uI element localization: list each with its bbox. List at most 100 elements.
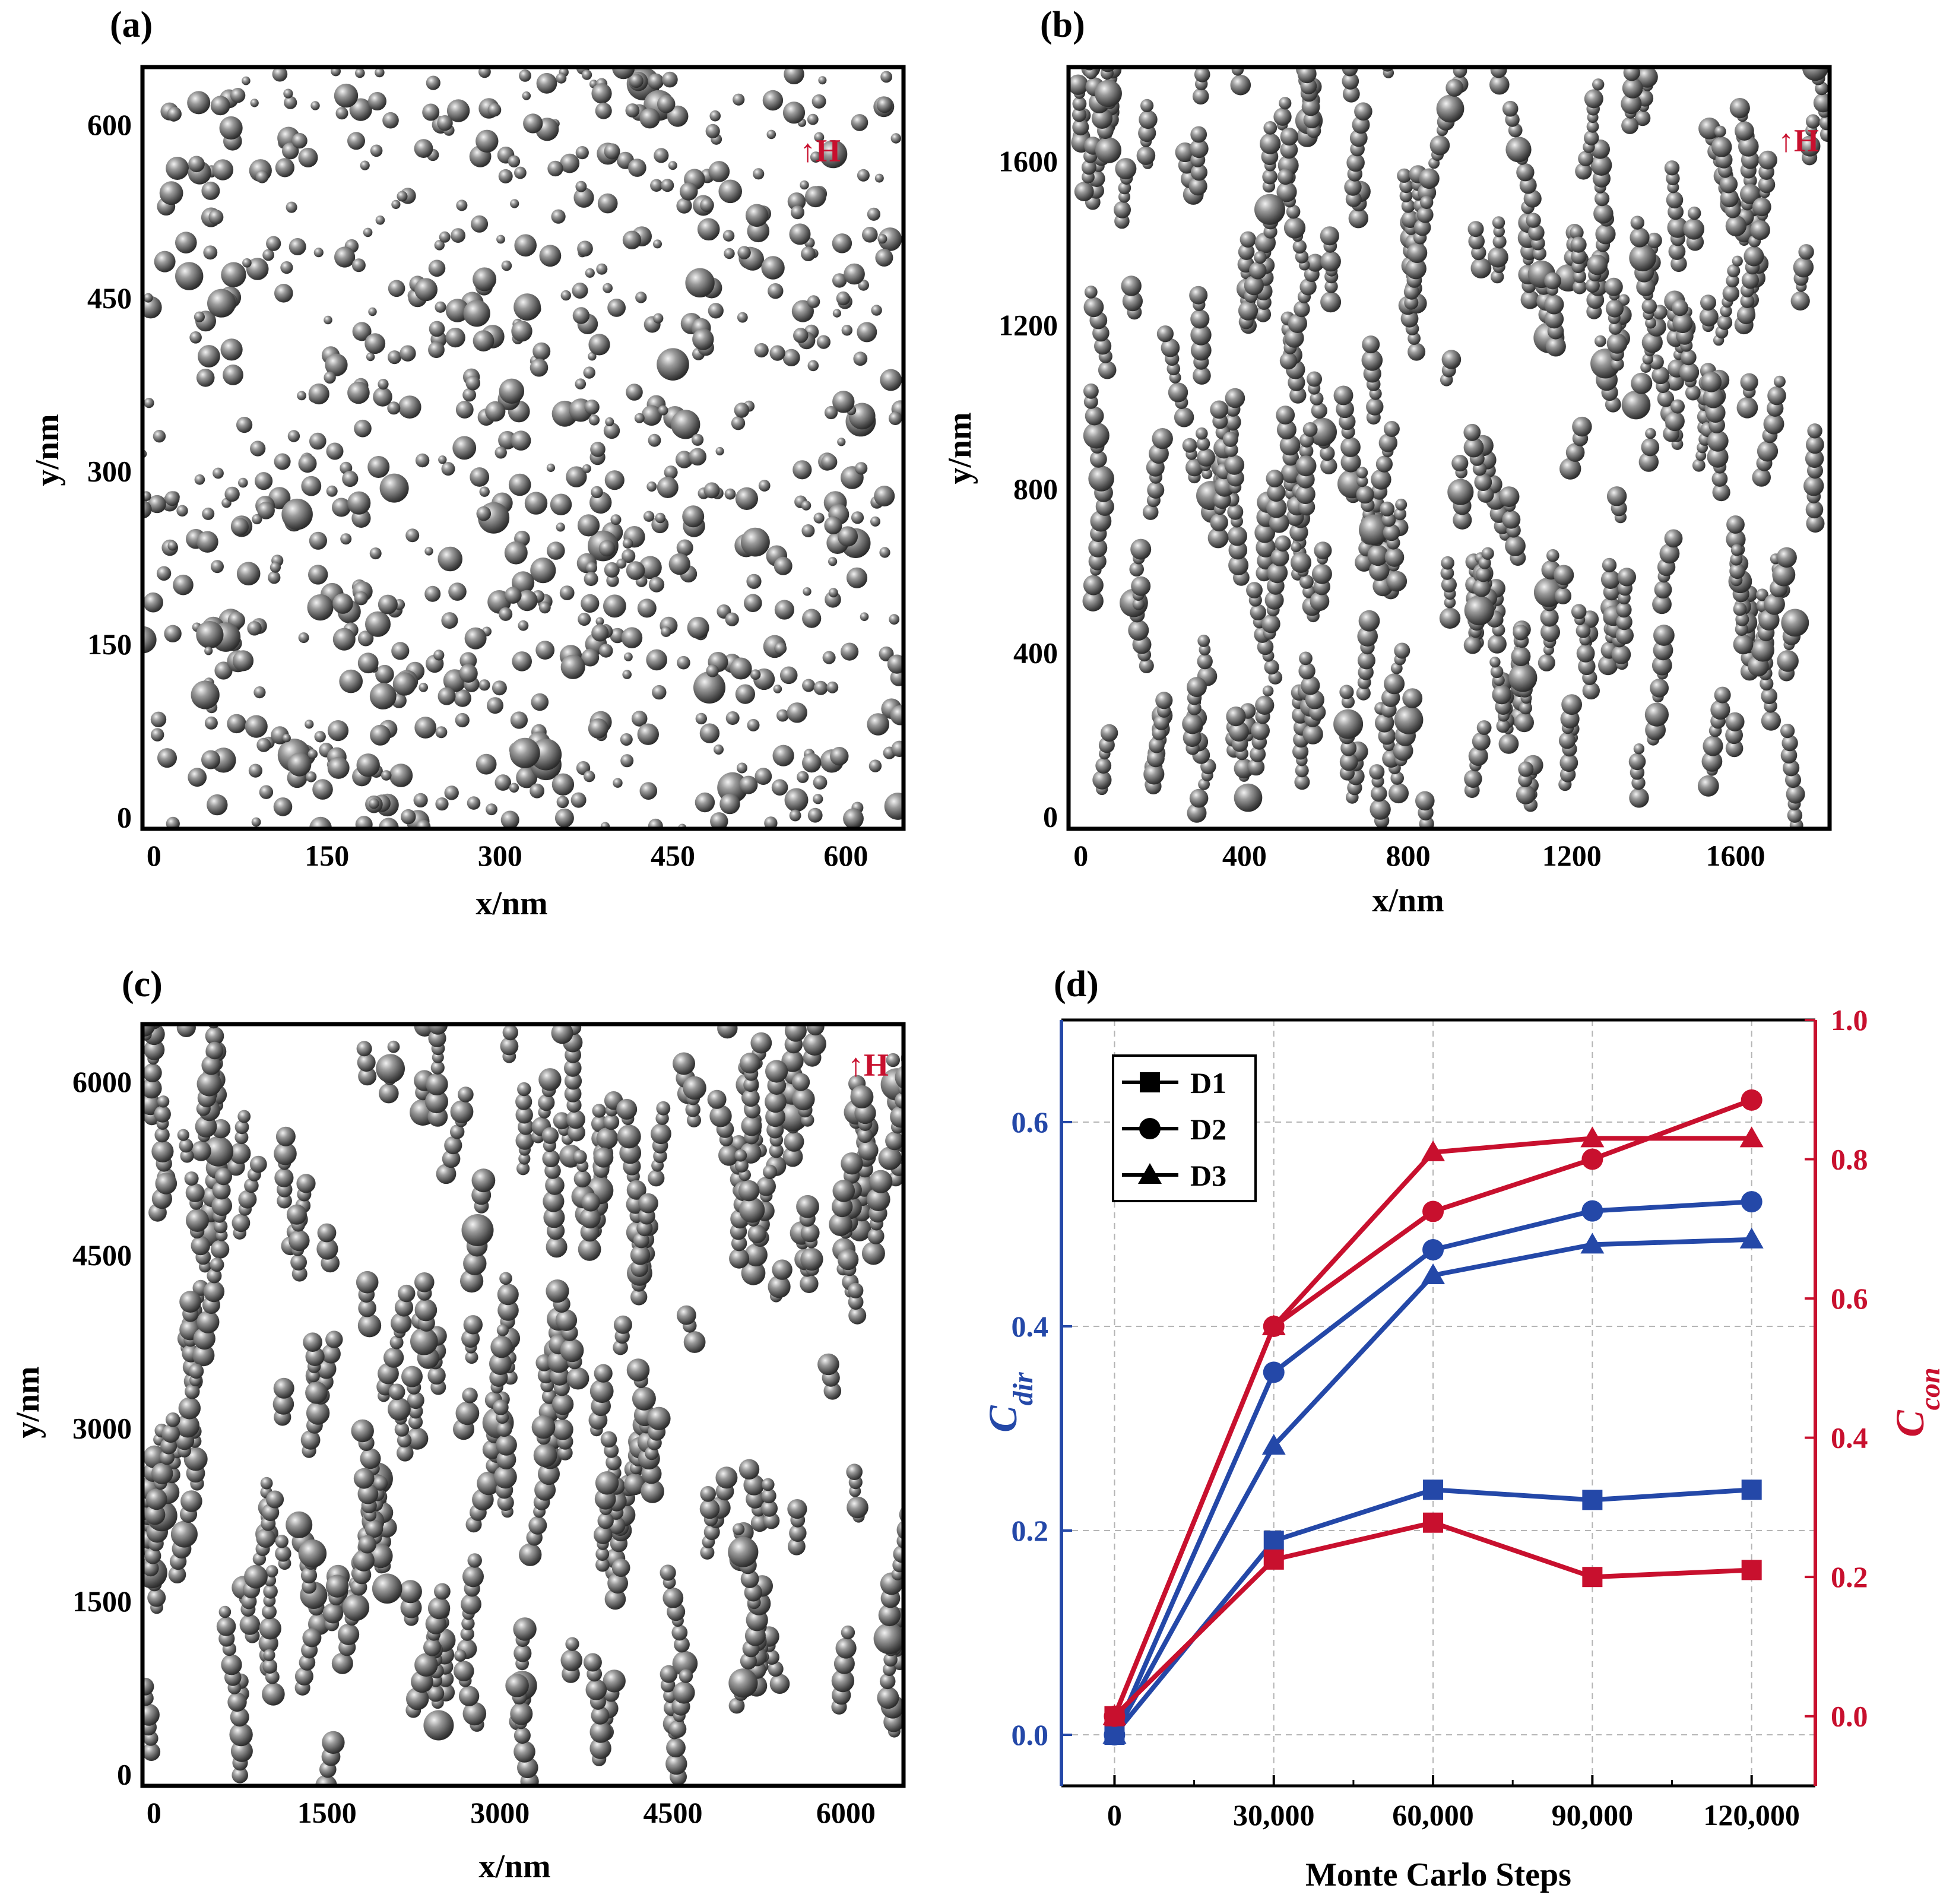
particle: [1088, 552, 1107, 571]
particle: [1554, 587, 1572, 604]
particle: [490, 1335, 513, 1358]
x-tick-label: 30,000: [1233, 1798, 1315, 1832]
particle: [307, 594, 334, 621]
particle: [1645, 427, 1656, 439]
particle: [391, 642, 410, 660]
particle: [1578, 151, 1594, 167]
panel-c-label: (c): [122, 964, 163, 1005]
panel-a-label: (a): [110, 5, 153, 45]
particle: [1720, 189, 1739, 208]
particle: [878, 227, 902, 251]
particle: [654, 148, 669, 163]
particle: [188, 1363, 204, 1379]
particle: [1297, 67, 1317, 84]
particle: [1699, 307, 1719, 327]
particle: [594, 1364, 613, 1383]
particle: [538, 601, 551, 614]
particle: [410, 1328, 438, 1355]
particle: [1375, 2, 1391, 18]
particle: [246, 258, 269, 280]
particle: [832, 273, 847, 288]
particle: [589, 1379, 614, 1404]
particle: [1289, 522, 1308, 542]
particle: [499, 1272, 512, 1285]
data-point-d1-left: [1582, 1490, 1603, 1510]
particle: [707, 1089, 727, 1109]
particle: [583, 1653, 602, 1672]
particle: [774, 600, 794, 620]
particle: [733, 1523, 745, 1535]
particle: [848, 1294, 864, 1310]
particle: [1132, 598, 1145, 610]
particle: [632, 1386, 656, 1411]
particle: [284, 96, 297, 109]
particle: [154, 1105, 171, 1123]
particle: [572, 283, 588, 299]
particle: [1490, 665, 1504, 679]
particle: [666, 1738, 686, 1758]
particle: [582, 69, 592, 80]
x-tick-label: 90,000: [1552, 1798, 1634, 1832]
particle: [844, 263, 865, 285]
particle: [784, 1024, 807, 1042]
particle: [1197, 635, 1210, 647]
field-direction-c: ↑H: [848, 1047, 889, 1083]
particle: [560, 654, 585, 679]
particle: [175, 232, 197, 254]
particle: [188, 156, 205, 173]
particle: [1576, 644, 1595, 663]
particle: [232, 650, 254, 671]
particle: [603, 283, 613, 293]
particle: [1254, 194, 1285, 225]
particle: [1320, 445, 1335, 461]
particle: [1262, 169, 1278, 185]
particle: [509, 737, 540, 768]
particle: [1114, 201, 1131, 218]
particle: [660, 1665, 678, 1683]
particle: [530, 783, 544, 799]
particle: [274, 1142, 297, 1165]
particle: [1502, 100, 1519, 117]
particle: [1244, 275, 1264, 296]
particle: [414, 278, 438, 302]
particle: [1761, 688, 1777, 705]
particle: [277, 1193, 292, 1209]
particle: [593, 1147, 614, 1168]
particle: [789, 809, 801, 822]
particle: [758, 480, 771, 492]
particle: [1291, 541, 1302, 553]
particle: [734, 1149, 747, 1162]
particle: [763, 1512, 780, 1529]
particle: [406, 1427, 429, 1450]
particle: [769, 345, 785, 361]
particle: [1605, 299, 1624, 318]
particle: [324, 371, 336, 384]
particle: [473, 330, 494, 351]
particle: [397, 1433, 412, 1448]
particle: [248, 763, 262, 778]
particle: [715, 952, 732, 969]
particle: [272, 1393, 294, 1415]
particle: [1088, 465, 1114, 492]
particle: [1310, 591, 1330, 612]
particle: [1340, 740, 1357, 756]
particle: [639, 108, 660, 129]
particle: [1375, 713, 1394, 733]
particle: [1630, 227, 1650, 248]
particle: [1250, 746, 1266, 762]
particle: [807, 113, 819, 125]
particle: [166, 157, 189, 180]
particle: [1227, 503, 1244, 520]
particle: [514, 234, 537, 257]
particle: [407, 1392, 424, 1409]
particle: [1386, 571, 1408, 592]
particle: [201, 181, 220, 200]
particle: [1650, 679, 1669, 698]
particle: [307, 1369, 320, 1383]
particle: [634, 413, 645, 423]
particle: [687, 1113, 701, 1127]
particle: [253, 686, 266, 699]
particle: [895, 1092, 904, 1109]
particle: [1598, 655, 1618, 676]
particle: [1174, 407, 1194, 427]
